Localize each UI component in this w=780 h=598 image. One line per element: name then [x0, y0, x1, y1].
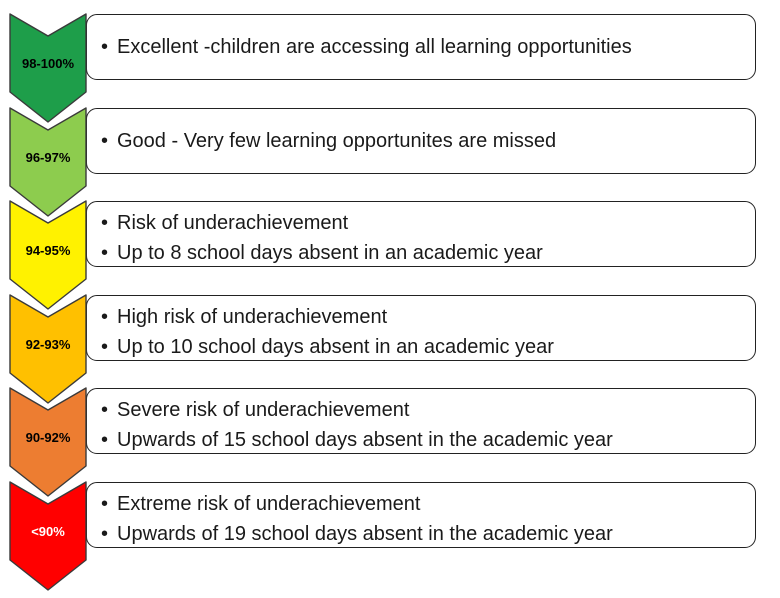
- level-percentage-label: 94-95%: [25, 243, 71, 258]
- level-bullet-text: Severe risk of underachievement: [117, 399, 410, 421]
- level-bullet-text: Excellent -children are accessing all le…: [117, 36, 632, 58]
- level-bullet-list: • Risk of underachievement • Up to 8 school…: [101, 208, 745, 268]
- chevron-shape: [9, 294, 87, 404]
- level-bullet-list: • Severe risk of underachievement • Upwards…: [101, 395, 745, 455]
- level-description-box: • Excellent -children are accessing all l…: [86, 14, 756, 80]
- level-bullet-text: Risk of underachievement: [117, 212, 349, 234]
- level-percentage-label: 96-97%: [25, 150, 71, 165]
- level-bullet-item: • Upwards of 15 school days absent in the…: [101, 425, 745, 455]
- bullet-dot-icon: •: [101, 429, 109, 451]
- level-bullet-item: • Excellent -children are accessing all l…: [101, 32, 745, 62]
- bullet-dot-icon: •: [101, 36, 109, 58]
- level-bullet-text: Good - Very few learning opportunites ar…: [117, 130, 557, 152]
- level-chevron: 96-97%: [9, 107, 87, 217]
- level-bullet-item: • High risk of underachievement: [101, 302, 745, 332]
- level-row: • Good - Very few learning opportunites a…: [0, 107, 780, 217]
- level-row: • Extreme risk of underachievement • Upward…: [0, 481, 780, 591]
- level-bullet-text: Extreme risk of underachievement: [117, 493, 421, 515]
- level-chevron: 94-95%: [9, 200, 87, 310]
- chevron-shape: [9, 200, 87, 310]
- chevron-shape: [9, 387, 87, 497]
- level-bullet-list: • High risk of underachievement • Up to 10 …: [101, 302, 745, 362]
- level-row: • Risk of underachievement • Up to 8 school…: [0, 200, 780, 310]
- level-chevron: 98-100%: [9, 13, 87, 123]
- bullet-dot-icon: •: [101, 130, 109, 152]
- level-description-box: • Risk of underachievement • Up to 8 school…: [86, 201, 756, 267]
- chevron-shape: [9, 481, 87, 591]
- level-percentage-label: 92-93%: [25, 337, 71, 352]
- level-bullet-item: • Up to 10 school days absent in an acade…: [101, 332, 745, 362]
- level-chevron: 90-92%: [9, 387, 87, 497]
- level-bullet-text: Up to 10 school days absent in an academ…: [117, 336, 554, 358]
- level-bullet-item: • Good - Very few learning opportunites a…: [101, 126, 745, 156]
- bullet-dot-icon: •: [101, 212, 109, 234]
- level-bullet-item: • Up to 8 school days absent in an academ…: [101, 238, 745, 268]
- level-bullet-item: • Risk of underachievement: [101, 208, 745, 238]
- level-bullet-text: Upwards of 15 school days absent in the …: [117, 429, 613, 451]
- bullet-dot-icon: •: [101, 242, 109, 264]
- level-bullet-item: • Upwards of 19 school days absent in the…: [101, 519, 745, 549]
- level-percentage-label: 98-100%: [21, 56, 75, 71]
- bullet-dot-icon: •: [101, 493, 109, 515]
- level-bullet-list: • Good - Very few learning opportunites a…: [101, 126, 745, 156]
- bullet-dot-icon: •: [101, 336, 109, 358]
- bullet-dot-icon: •: [101, 399, 109, 421]
- level-percentage-label: 90-92%: [25, 430, 71, 445]
- level-chevron: 92-93%: [9, 294, 87, 404]
- bullet-dot-icon: •: [101, 523, 109, 545]
- level-row: • High risk of underachievement • Up to 10 …: [0, 294, 780, 404]
- chevron-shape: [9, 13, 87, 123]
- level-bullet-list: • Extreme risk of underachievement • Upward…: [101, 489, 745, 549]
- chevron-shape: [9, 107, 87, 217]
- level-description-box: • High risk of underachievement • Up to 10 …: [86, 295, 756, 361]
- level-bullet-text: High risk of underachievement: [117, 306, 388, 328]
- level-chevron: <90%: [9, 481, 87, 591]
- level-percentage-label: <90%: [31, 524, 65, 539]
- level-row: • Excellent -children are accessing all l…: [0, 13, 780, 123]
- level-row: • Severe risk of underachievement • Upwards…: [0, 387, 780, 497]
- level-bullet-text: Upwards of 19 school days absent in the …: [117, 523, 613, 545]
- level-bullet-item: • Extreme risk of underachievement: [101, 489, 745, 519]
- level-bullet-list: • Excellent -children are accessing all l…: [101, 32, 745, 62]
- level-description-box: • Good - Very few learning opportunites a…: [86, 108, 756, 174]
- level-description-box: • Severe risk of underachievement • Upwards…: [86, 388, 756, 454]
- level-bullet-text: Up to 8 school days absent in an academi…: [117, 242, 543, 264]
- bullet-dot-icon: •: [101, 306, 109, 328]
- level-bullet-item: • Severe risk of underachievement: [101, 395, 745, 425]
- level-description-box: • Extreme risk of underachievement • Upward…: [86, 482, 756, 548]
